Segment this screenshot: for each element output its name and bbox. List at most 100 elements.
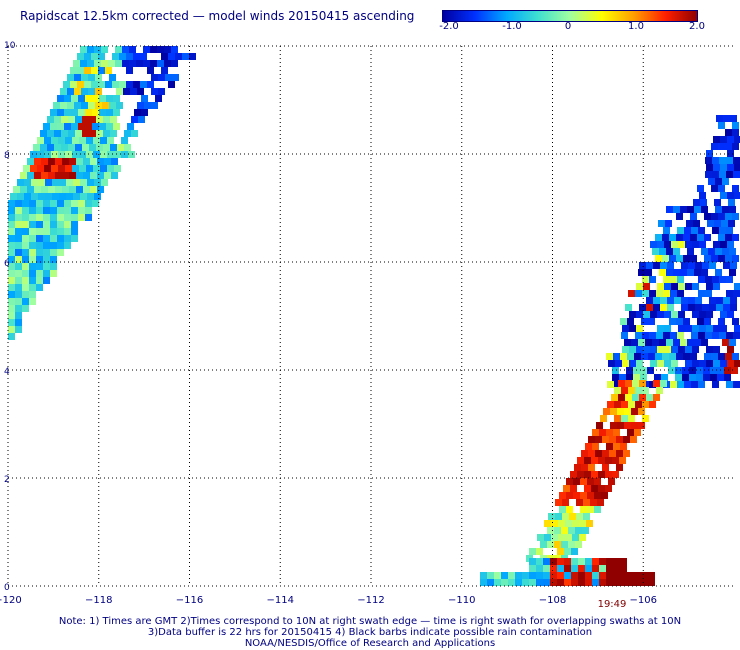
wind-cell xyxy=(734,360,740,367)
wind-cell xyxy=(611,394,618,401)
wind-cell xyxy=(102,102,109,109)
wind-cell xyxy=(22,298,29,305)
wind-cell xyxy=(577,457,584,464)
wind-cell xyxy=(579,534,586,541)
wind-cell xyxy=(733,290,740,297)
wind-cell xyxy=(97,172,104,179)
wind-cell xyxy=(605,471,612,478)
wind-cell xyxy=(50,200,57,207)
wind-cell xyxy=(50,235,57,242)
wind-cell xyxy=(96,116,103,123)
wind-cell xyxy=(559,492,566,499)
wind-cell xyxy=(536,565,543,572)
wind-cell xyxy=(57,242,64,249)
wind-cell xyxy=(88,102,95,109)
wind-cell xyxy=(540,541,547,548)
wind-cell xyxy=(678,283,685,290)
wind-cell xyxy=(121,137,128,144)
wind-cell xyxy=(70,81,77,88)
wind-cell xyxy=(704,318,711,325)
wind-cell xyxy=(648,318,655,325)
wind-cell xyxy=(599,565,606,572)
wind-cell xyxy=(147,81,154,88)
wind-cell xyxy=(670,290,677,297)
wind-cell xyxy=(718,234,725,241)
wind-cell xyxy=(161,53,168,60)
wind-cell xyxy=(733,381,740,388)
wind-cell xyxy=(606,572,613,579)
wind-cell xyxy=(480,579,487,586)
wind-cell xyxy=(605,485,612,492)
y-tick-label: 2 xyxy=(4,475,10,485)
wind-cell xyxy=(733,332,740,339)
wind-cell xyxy=(47,144,54,151)
wind-cell xyxy=(729,248,736,255)
wind-cell xyxy=(571,548,578,555)
wind-cell xyxy=(558,534,565,541)
wind-cell xyxy=(706,346,713,353)
wind-cell xyxy=(90,186,97,193)
wind-cell xyxy=(536,579,543,586)
wind-cell xyxy=(562,513,569,520)
wind-cell xyxy=(88,88,95,95)
wind-cell xyxy=(581,450,588,457)
wind-cell xyxy=(613,353,620,360)
wind-cell xyxy=(155,95,162,102)
wind-cell xyxy=(682,367,689,374)
wind-cell xyxy=(30,165,37,172)
wind-cell xyxy=(699,311,706,318)
wind-cell xyxy=(107,137,114,144)
wind-cell xyxy=(15,200,22,207)
x-tick-label: −118 xyxy=(85,595,112,606)
wind-cell xyxy=(81,88,88,95)
wind-cell xyxy=(22,207,29,214)
wind-cell xyxy=(64,235,71,242)
wind-cell xyxy=(583,513,590,520)
wind-cell xyxy=(624,422,631,429)
wind-cell xyxy=(706,164,713,171)
wind-cell xyxy=(119,81,126,88)
wind-cell xyxy=(666,206,673,213)
wind-cell xyxy=(78,214,85,221)
wind-cell xyxy=(609,436,616,443)
wind-cell xyxy=(612,374,619,381)
wind-cell xyxy=(91,81,98,88)
wind-cell xyxy=(50,270,57,277)
wind-cell xyxy=(103,116,110,123)
note-line-1: Note: 1) Times are GMT 2)Times correspon… xyxy=(58,616,682,627)
wind-cell xyxy=(544,534,551,541)
wind-cell xyxy=(657,283,664,290)
wind-cell xyxy=(51,151,58,158)
wind-cell xyxy=(557,548,564,555)
wind-cell xyxy=(726,157,733,164)
wind-cell xyxy=(676,234,683,241)
wind-cell xyxy=(714,199,721,206)
wind-cell xyxy=(41,158,48,165)
wind-cell xyxy=(732,353,739,360)
wind-cell xyxy=(697,185,704,192)
wind-cell xyxy=(635,401,642,408)
wind-cell xyxy=(550,572,557,579)
wind-cell xyxy=(653,380,660,387)
wind-cell xyxy=(669,318,676,325)
wind-cell xyxy=(58,165,65,172)
wind-cell xyxy=(115,60,122,67)
wind-cell xyxy=(687,248,694,255)
wind-cell xyxy=(84,53,91,60)
wind-cell xyxy=(642,290,649,297)
wind-cell xyxy=(71,95,78,102)
wind-cell xyxy=(22,228,29,235)
wind-cell xyxy=(680,269,687,276)
wind-cell xyxy=(565,534,572,541)
wind-cell xyxy=(129,46,136,53)
wind-cell xyxy=(712,332,719,339)
wind-cell xyxy=(529,579,536,586)
wind-cell xyxy=(702,304,709,311)
wind-cell xyxy=(677,332,684,339)
wind-cell xyxy=(734,192,740,199)
wind-cell xyxy=(734,136,740,143)
wind-cell xyxy=(634,429,641,436)
wind-cell xyxy=(189,53,196,60)
wind-cell xyxy=(134,109,141,116)
wind-cell xyxy=(106,123,113,130)
